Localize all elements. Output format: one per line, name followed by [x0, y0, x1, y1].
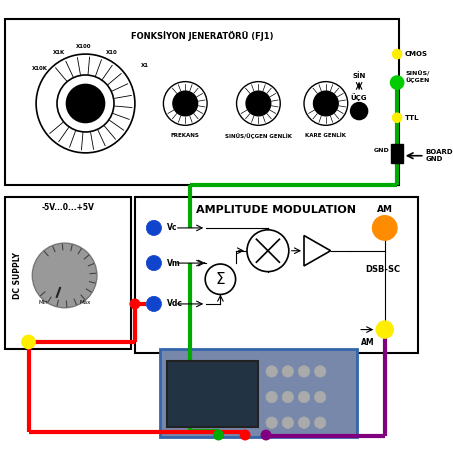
Circle shape: [130, 299, 140, 308]
Text: BOARD
GND: BOARD GND: [426, 149, 453, 162]
Circle shape: [146, 255, 162, 271]
Text: GND: GND: [374, 148, 390, 153]
Circle shape: [146, 220, 162, 236]
Text: AM: AM: [361, 338, 375, 347]
Text: Min: Min: [39, 299, 48, 304]
Circle shape: [313, 91, 338, 116]
Bar: [5, 19, 399, 185]
Circle shape: [376, 321, 393, 338]
Circle shape: [146, 296, 162, 312]
Text: DSB-SC: DSB-SC: [365, 265, 400, 274]
Circle shape: [392, 49, 402, 59]
Circle shape: [164, 82, 207, 125]
Text: X1: X1: [140, 63, 149, 68]
Circle shape: [246, 91, 271, 116]
Text: AM: AM: [377, 205, 393, 214]
Circle shape: [36, 54, 135, 153]
Text: X100: X100: [76, 44, 92, 49]
Bar: [5, 197, 131, 348]
Text: DC SUPPLY: DC SUPPLY: [13, 252, 22, 299]
Text: Vc: Vc: [167, 223, 178, 232]
Circle shape: [266, 391, 277, 403]
Bar: [159, 348, 357, 437]
Circle shape: [314, 417, 326, 429]
Circle shape: [261, 430, 271, 440]
Circle shape: [266, 417, 277, 429]
Circle shape: [236, 82, 280, 125]
Bar: [135, 197, 418, 353]
Text: Vm: Vm: [167, 259, 181, 268]
Text: SINÜS/
ÜÇGEN: SINÜS/ ÜÇGEN: [405, 71, 430, 83]
Circle shape: [266, 366, 277, 377]
Circle shape: [247, 230, 289, 272]
Circle shape: [22, 335, 35, 348]
Bar: [391, 145, 403, 164]
Text: ÜÇG: ÜÇG: [351, 93, 367, 101]
Text: KARE GENLİK: KARE GENLİK: [305, 133, 347, 138]
Text: TTL: TTL: [405, 115, 419, 120]
Text: SİN: SİN: [352, 72, 366, 79]
Text: -5V...0...+5V: -5V...0...+5V: [42, 203, 94, 212]
Circle shape: [57, 75, 114, 132]
Circle shape: [372, 216, 397, 240]
Text: X1K: X1K: [53, 50, 65, 55]
Text: X10: X10: [106, 50, 118, 55]
Circle shape: [205, 264, 236, 294]
Circle shape: [282, 366, 294, 377]
Circle shape: [299, 391, 310, 403]
Circle shape: [351, 102, 368, 120]
Circle shape: [173, 91, 198, 116]
Circle shape: [241, 430, 250, 440]
Circle shape: [299, 417, 310, 429]
Text: CMOS: CMOS: [405, 51, 428, 57]
Text: Vdc: Vdc: [167, 299, 183, 308]
Circle shape: [392, 113, 402, 122]
Circle shape: [304, 82, 348, 125]
Bar: [167, 361, 258, 428]
Text: FREKANS: FREKANS: [171, 133, 200, 138]
Text: SINÜS/ÜÇGEN GENLİK: SINÜS/ÜÇGEN GENLİK: [225, 133, 292, 139]
Circle shape: [314, 391, 326, 403]
Circle shape: [390, 76, 404, 89]
Text: Σ: Σ: [216, 272, 225, 287]
Text: Max: Max: [80, 299, 91, 304]
Circle shape: [282, 417, 294, 429]
Circle shape: [282, 391, 294, 403]
Text: FONKSİYON JENERATÖRÜ (FJ1): FONKSİYON JENERATÖRÜ (FJ1): [130, 31, 273, 41]
Text: AMPLITUDE MODULATION: AMPLITUDE MODULATION: [197, 205, 357, 215]
Circle shape: [214, 430, 223, 440]
Circle shape: [299, 366, 310, 377]
Circle shape: [314, 366, 326, 377]
Circle shape: [32, 243, 97, 308]
Circle shape: [67, 84, 105, 122]
Text: X10K: X10K: [32, 66, 48, 71]
